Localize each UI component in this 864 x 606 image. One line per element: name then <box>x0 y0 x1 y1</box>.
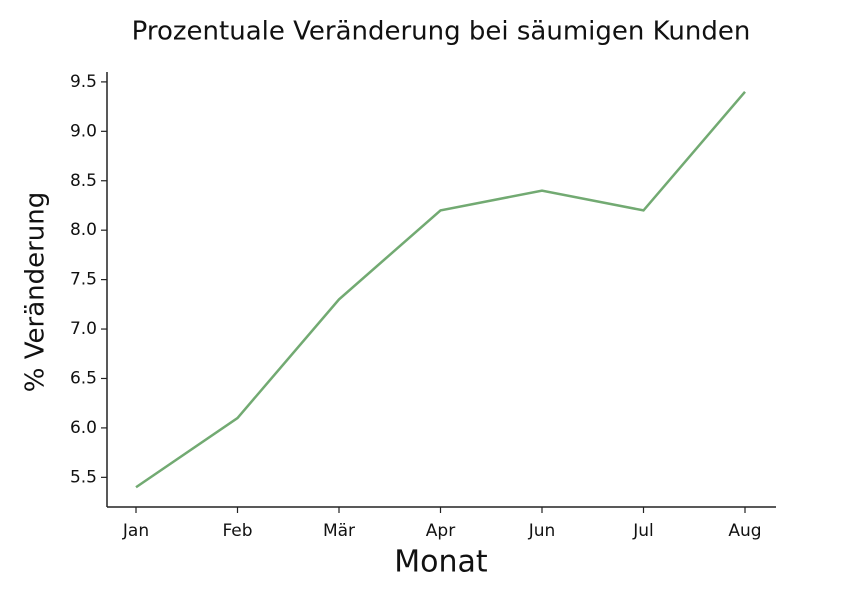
y-tick-label: 9.5 <box>70 72 97 92</box>
x-tick-label: Mär <box>323 521 355 541</box>
y-tick-label: 8.0 <box>70 220 97 240</box>
data-line <box>135 90 746 489</box>
x-tick-label: Aug <box>728 521 761 541</box>
y-tick-label: 5.5 <box>70 467 97 487</box>
y-tick-label: 7.5 <box>70 270 97 290</box>
y-tick-label: 8.5 <box>70 171 97 191</box>
x-tick-label: Apr <box>426 521 455 541</box>
x-tick-label: Jun <box>528 521 556 541</box>
y-axis-label: % Veränderung <box>21 192 51 392</box>
y-tick-label: 6.5 <box>70 368 97 388</box>
x-axis-label: Monat <box>394 545 488 580</box>
x-tick-label: Jul <box>632 521 654 541</box>
x-tick-label: Feb <box>222 521 252 541</box>
y-tick-label: 9.0 <box>70 121 97 141</box>
chart-title: Prozentuale Veränderung bei säumigen Kun… <box>132 17 751 47</box>
y-tick-label: 6.0 <box>70 418 97 438</box>
x-tick-label: Jan <box>122 521 149 541</box>
y-tick-label: 7.0 <box>70 319 97 339</box>
